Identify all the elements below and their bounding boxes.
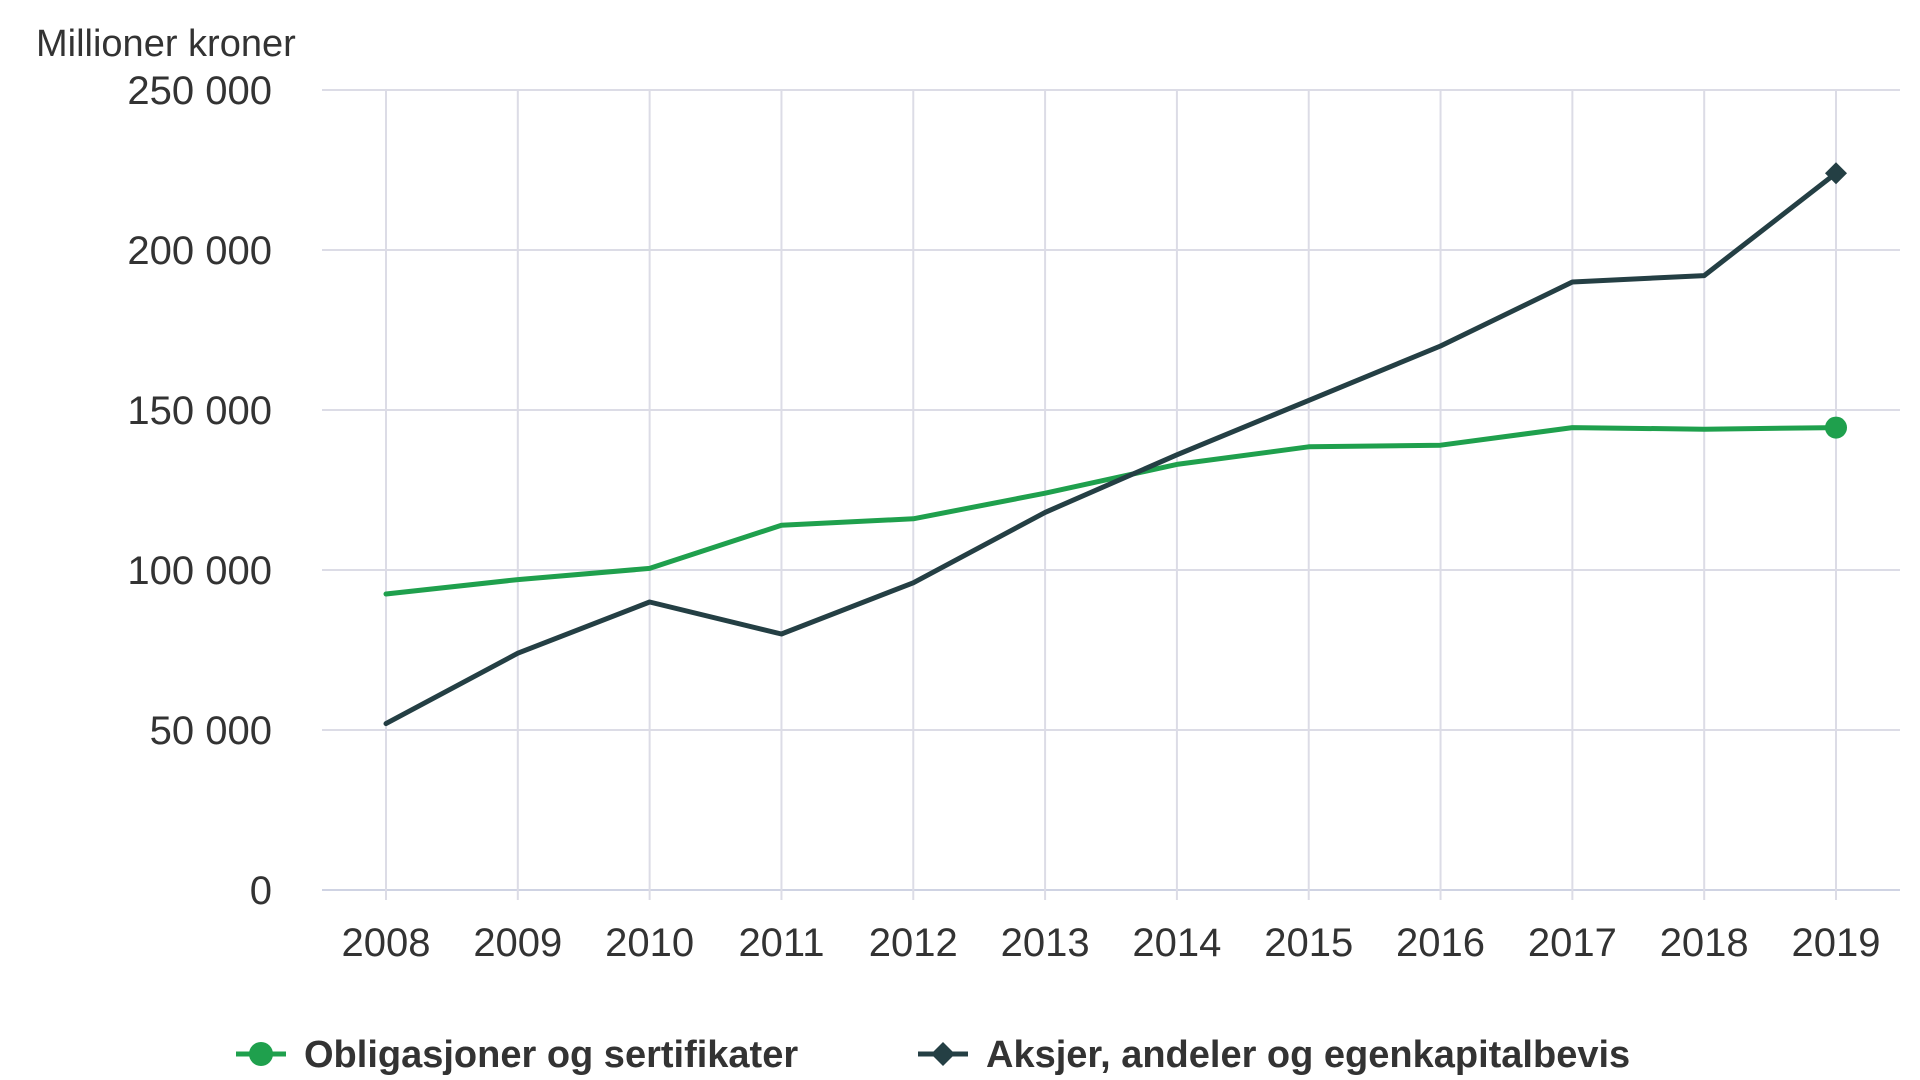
- x-tick-label: 2013: [1001, 921, 1090, 965]
- y-tick-label: 150 000: [127, 389, 272, 433]
- gridlines: [322, 89, 1900, 900]
- series-line: [383, 170, 1839, 727]
- series-obligasjoner: [383, 416, 1847, 597]
- x-tick-label: 2014: [1132, 921, 1221, 965]
- x-axis-ticks: 2008 2009 2010 2011 2012 2013 2014 2015 2016 2017…: [342, 921, 1881, 965]
- x-tick-label: 2012: [869, 921, 958, 965]
- x-tick-label: 2008: [342, 921, 431, 965]
- y-tick-label: 250 000: [127, 69, 272, 113]
- x-tick-label: 2015: [1264, 921, 1353, 965]
- legend-label: Aksjer, andeler og egenkapitalbevis: [986, 1034, 1630, 1076]
- legend-circle-icon: [249, 1042, 273, 1066]
- y-tick-label: 200 000: [127, 229, 272, 273]
- legend-item-obligasjoner[interactable]: Obligasjoner og sertifikater: [236, 1034, 798, 1076]
- x-tick-label: 2009: [473, 921, 562, 965]
- series-layer: [383, 162, 1847, 727]
- y-axis-unit-label: Millioner kroner: [36, 23, 296, 65]
- series-end-marker-circle: [1825, 416, 1847, 439]
- x-tick-label: 2016: [1396, 921, 1485, 965]
- series-end-marker-diamond: [1825, 162, 1847, 185]
- y-axis-ticks: 0 50 000 100 000 150 000 200 000 250 000: [127, 69, 272, 913]
- y-tick-label: 0: [250, 869, 272, 913]
- x-tick-label: 2017: [1528, 921, 1617, 965]
- x-tick-label: 2010: [605, 921, 694, 965]
- x-tick-label: 2018: [1660, 921, 1749, 965]
- legend-label: Obligasjoner og sertifikater: [304, 1034, 798, 1076]
- legend-diamond-icon: [931, 1042, 955, 1066]
- x-tick-label: 2011: [738, 921, 824, 965]
- series-aksjer: [383, 162, 1847, 727]
- y-tick-label: 100 000: [127, 549, 272, 593]
- x-tick-label: 2019: [1792, 921, 1881, 965]
- series-line: [383, 425, 1839, 597]
- legend-item-aksjer[interactable]: Aksjer, andeler og egenkapitalbevis: [918, 1034, 1630, 1076]
- y-tick-label: 50 000: [150, 709, 272, 753]
- legend: Obligasjoner og sertifikater Aksjer, ande…: [236, 1034, 1630, 1076]
